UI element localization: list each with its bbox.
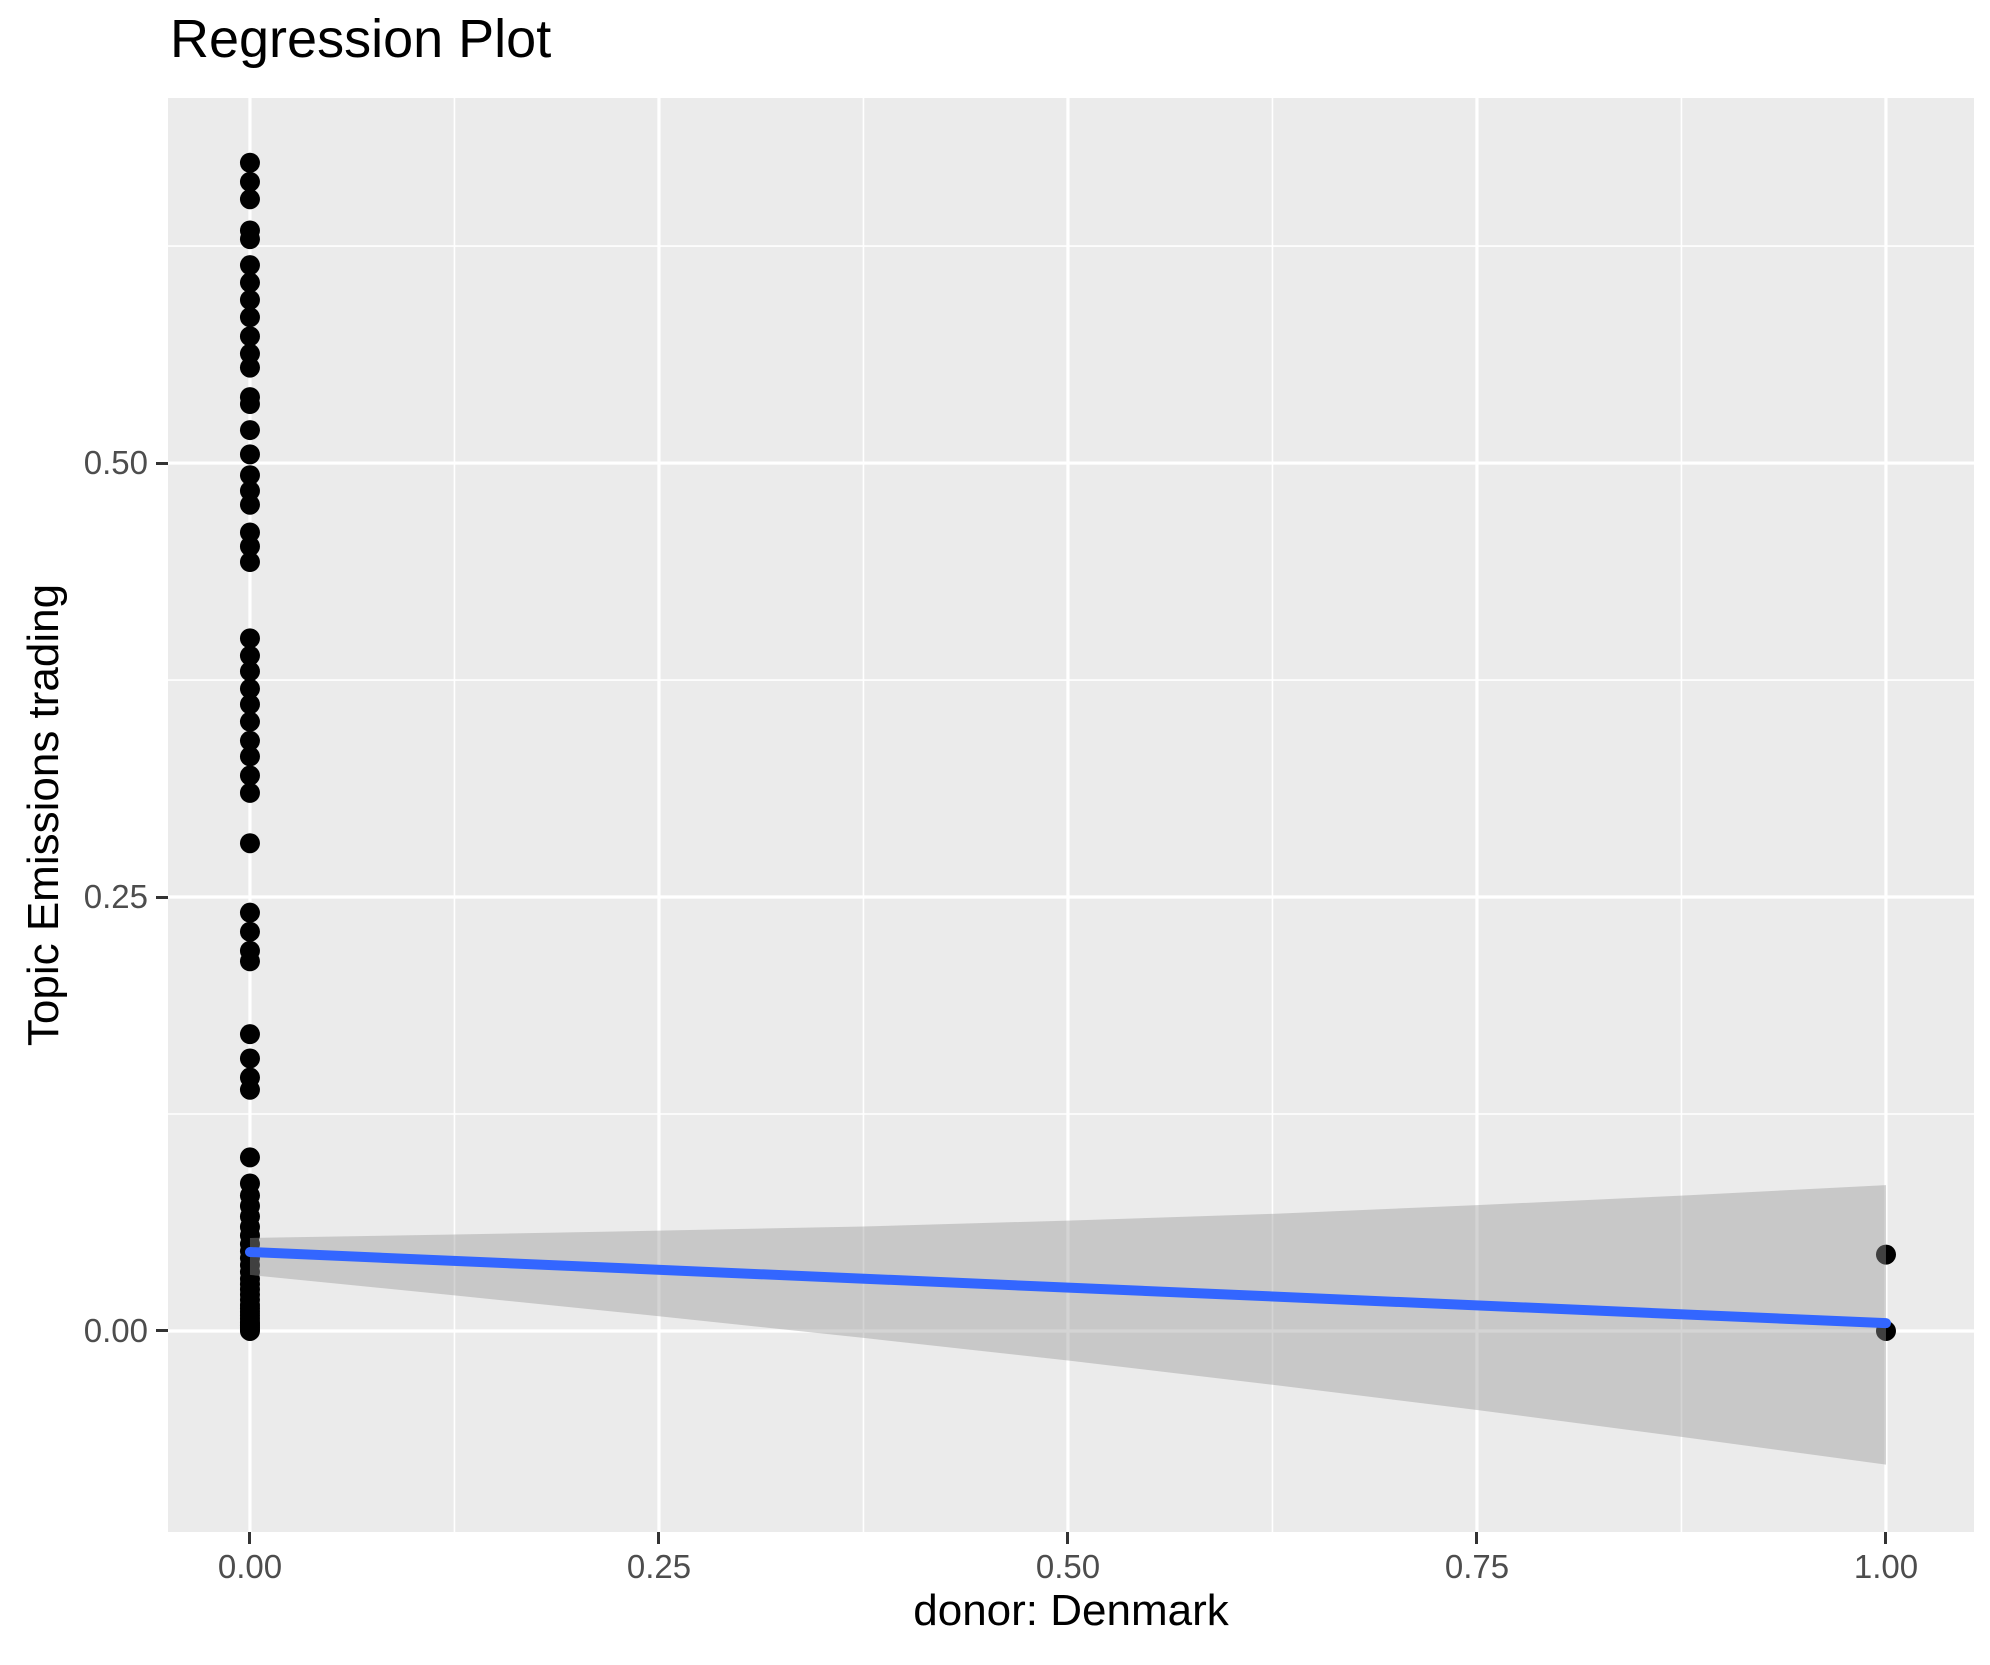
data-point xyxy=(239,645,260,666)
data-point xyxy=(239,1147,260,1168)
data-point xyxy=(239,152,260,173)
y-tick-label: 0.25 xyxy=(83,878,148,916)
data-point xyxy=(239,326,260,347)
data-point xyxy=(239,921,260,942)
data-point xyxy=(239,307,260,328)
y-axis-tick xyxy=(156,461,168,465)
data-point xyxy=(239,480,260,501)
data-point xyxy=(239,494,260,515)
data-point xyxy=(239,551,260,572)
x-tick-label: 0.00 xyxy=(217,1548,283,1585)
data-point xyxy=(239,171,260,192)
x-axis-tick xyxy=(248,1532,252,1544)
data-point xyxy=(1875,1244,1896,1265)
data-point xyxy=(239,661,260,682)
y-axis-tick xyxy=(156,895,168,899)
data-point xyxy=(239,536,260,557)
data-point xyxy=(239,678,260,699)
data-point xyxy=(239,255,260,276)
data-point xyxy=(239,289,260,310)
data-point xyxy=(239,730,260,751)
y-axis-tick xyxy=(156,1329,168,1333)
plot-panel xyxy=(168,98,1974,1532)
data-point xyxy=(239,833,260,854)
data-point xyxy=(239,465,260,486)
data-point xyxy=(239,1048,260,1069)
data-point xyxy=(239,694,260,715)
x-tick-label: 1.00 xyxy=(1853,1548,1919,1585)
data-point xyxy=(239,522,260,543)
regression-line xyxy=(244,1247,1891,1329)
data-point xyxy=(239,343,260,364)
x-tick-label: 0.75 xyxy=(1444,1548,1510,1585)
data-point xyxy=(239,357,260,378)
data-point xyxy=(239,272,260,293)
data-point xyxy=(239,765,260,786)
data-point xyxy=(239,1024,260,1045)
data-point xyxy=(239,782,260,803)
data-point xyxy=(239,189,260,210)
data-point xyxy=(239,394,260,415)
data-point xyxy=(239,420,260,441)
x-axis-tick xyxy=(1475,1532,1479,1544)
x-tick-label: 0.50 xyxy=(1035,1548,1101,1585)
data-point xyxy=(239,951,260,972)
plot-title: Regression Plot xyxy=(170,9,552,69)
data-point xyxy=(239,1079,260,1100)
data-point xyxy=(239,746,260,767)
x-axis-tick xyxy=(657,1532,661,1544)
data-point xyxy=(239,711,260,732)
x-axis-tick xyxy=(1066,1532,1070,1544)
plot-canvas xyxy=(168,98,1974,1532)
y-tick-label: 0.00 xyxy=(83,1311,148,1349)
y-axis-title: Topic Emissions trading xyxy=(19,583,68,1047)
data-point xyxy=(239,229,260,250)
data-point xyxy=(239,444,260,465)
x-axis-title: donor: Denmark xyxy=(913,1586,1229,1635)
data-point xyxy=(239,902,260,923)
y-tick-label: 0.50 xyxy=(83,444,148,482)
x-axis-tick xyxy=(1884,1532,1888,1544)
confidence-band xyxy=(249,1185,1886,1465)
data-point xyxy=(239,628,260,649)
data-point xyxy=(239,1320,260,1341)
x-tick-label: 0.25 xyxy=(626,1548,692,1585)
